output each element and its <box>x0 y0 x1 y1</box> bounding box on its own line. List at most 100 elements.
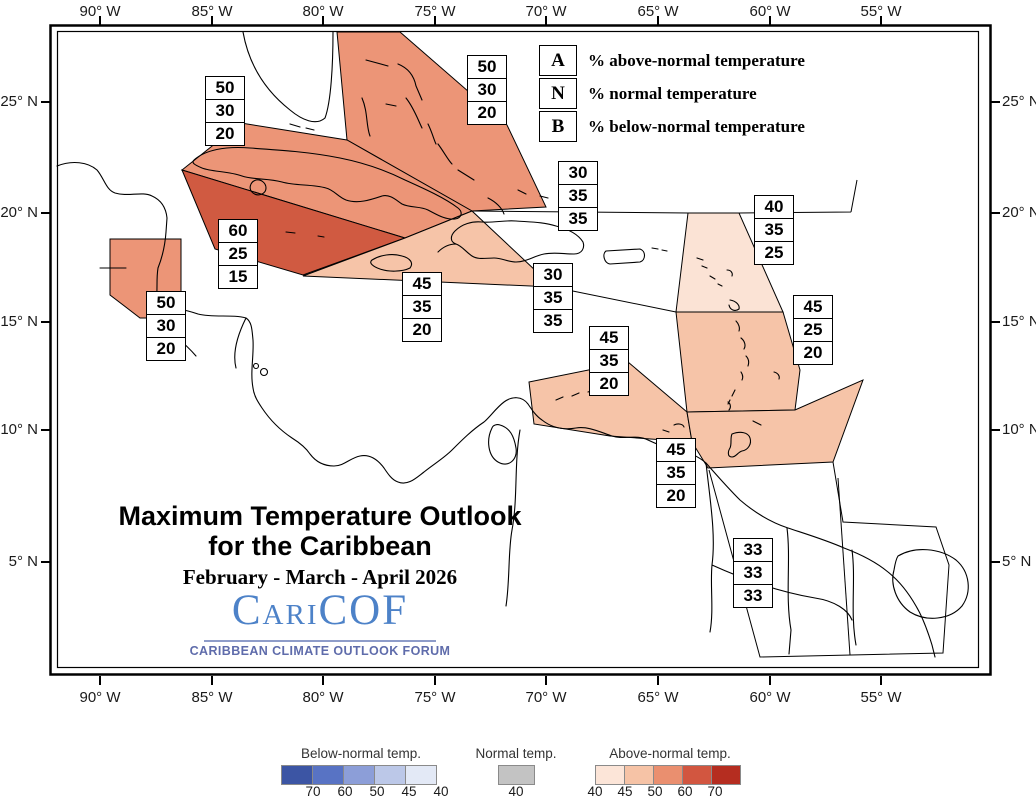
below-pct: 20 <box>657 484 695 507</box>
axis-label-bottom: 80° W <box>302 689 344 706</box>
legend-row-below: B % below-normal temperature <box>539 111 805 142</box>
scale-tick: 60 <box>677 784 693 796</box>
swatch <box>595 765 625 785</box>
outlook-box-trinidad-tobago: 45 35 20 <box>656 438 696 508</box>
outlook-box-bahamas: 50 30 20 <box>467 55 507 125</box>
scale-title-below: Below-normal temp. <box>300 746 422 761</box>
lake-maracaibo <box>488 424 517 465</box>
legend-label-normal: % normal temperature <box>588 83 757 103</box>
map-title-line1: Maximum Temperature Outlook <box>118 501 522 531</box>
swatch <box>498 765 535 785</box>
logo-underline <box>204 640 436 642</box>
scale-tick: 45 <box>401 784 417 796</box>
axis-label-top: 80° W <box>302 3 344 20</box>
normal-pct: 30 <box>468 78 506 101</box>
normal-pct: 30 <box>206 99 244 122</box>
axis-label-right: 15° N <box>1002 313 1036 330</box>
outlook-box-guianas: 33 33 33 <box>733 538 773 608</box>
outlook-box-cuba: 50 30 20 <box>205 76 245 146</box>
logo-letter: F <box>382 587 409 634</box>
swatch <box>711 765 741 785</box>
swatch <box>281 765 313 785</box>
above-pct: 50 <box>147 292 185 314</box>
cuba-island <box>192 146 462 220</box>
amazon-delta-island <box>892 549 969 619</box>
region-eastern-caribbean <box>675 311 801 413</box>
axis-label-left: 15° N <box>0 313 38 330</box>
scale-tick: 40 <box>587 784 603 796</box>
scale-swatch-normal <box>498 765 535 785</box>
logo-letter: O <box>349 587 383 634</box>
above-pct: 30 <box>559 162 597 184</box>
axis-label-bottom: 55° W <box>860 689 902 706</box>
axis-label-top: 60° W <box>749 3 791 20</box>
swatch <box>624 765 654 785</box>
axis-label-bottom: 60° W <box>749 689 791 706</box>
axis-label-left: 20° N <box>0 204 38 221</box>
outlook-box-hispaniola-puerto-rico: 30 35 35 <box>533 263 573 333</box>
axis-ticks <box>41 16 1000 685</box>
map-period: February - March - April 2026 <box>182 565 458 589</box>
axis-label-left: 5° N <box>8 553 38 570</box>
swatch <box>343 765 375 785</box>
normal-pct: 35 <box>755 218 793 241</box>
scale-tick: 40 <box>508 784 524 796</box>
florida-coast <box>242 31 334 123</box>
scale-tick: 40 <box>433 784 449 796</box>
below-pct: 20 <box>403 318 441 341</box>
logo-letters: ARI <box>262 599 319 631</box>
legend-label-below: % below-normal temperature <box>588 116 805 136</box>
abc-and-margarita-islands <box>555 389 685 433</box>
hispaniola-island <box>437 220 585 263</box>
normal-pct: 35 <box>590 349 628 372</box>
above-pct: 50 <box>206 77 244 99</box>
logo-letter: C <box>318 587 350 634</box>
scale-swatches-below <box>281 765 437 785</box>
lesser-antilles-islands <box>696 257 780 426</box>
axis-label-bottom: 70° W <box>525 689 567 706</box>
outlook-box-western-caribbean: 60 25 15 <box>218 219 258 289</box>
above-pct: 33 <box>734 539 772 561</box>
axis-label-bottom: 75° W <box>414 689 456 706</box>
outlook-box-turks-and-caicos: 30 35 35 <box>558 161 598 231</box>
below-pct: 33 <box>734 584 772 607</box>
above-pct: 45 <box>403 273 441 295</box>
normal-pct: 25 <box>794 318 832 341</box>
normal-pct: 30 <box>147 314 185 337</box>
normal-pct: 35 <box>559 184 597 207</box>
below-pct: 20 <box>590 372 628 395</box>
logo-letter: C <box>231 587 263 634</box>
outlook-box-abc-islands: 45 35 20 <box>589 326 629 396</box>
legend-key-n: N <box>539 78 577 109</box>
above-pct: 50 <box>468 56 506 78</box>
axis-label-right: 25° N <box>1002 93 1036 110</box>
outlook-box-jamaica: 45 35 20 <box>402 272 442 342</box>
legend-key-b: B <box>539 111 577 142</box>
jamaica-island <box>370 254 413 272</box>
scale-tick: 70 <box>707 784 723 796</box>
legend-key-a: A <box>539 45 577 76</box>
scale-tick: 70 <box>305 784 321 796</box>
above-pct: 30 <box>534 264 572 286</box>
trinidad-island <box>727 431 752 458</box>
isla-juventud <box>249 179 267 196</box>
axis-label-top: 65° W <box>637 3 679 20</box>
axis-label-left: 25° N <box>0 93 38 110</box>
scale-tick: 50 <box>369 784 385 796</box>
below-pct: 25 <box>755 241 793 264</box>
above-pct: 45 <box>590 327 628 349</box>
normal-pct: 35 <box>534 286 572 309</box>
swatch <box>682 765 712 785</box>
axis-label-bottom: 90° W <box>79 689 121 706</box>
bahamas-islands <box>361 59 549 215</box>
below-pct: 20 <box>794 341 832 364</box>
axis-label-top: 70° W <box>525 3 567 20</box>
logo-subtitle: CARIBBEAN CLIMATE OUTLOOK FORUM <box>189 644 451 658</box>
scale-tick: 50 <box>647 784 663 796</box>
axis-label-top: 55° W <box>860 3 902 20</box>
normal-pct: 35 <box>403 295 441 318</box>
above-pct: 60 <box>219 220 257 242</box>
swatch <box>405 765 437 785</box>
caricof-logo: CARICOF <box>60 589 580 640</box>
